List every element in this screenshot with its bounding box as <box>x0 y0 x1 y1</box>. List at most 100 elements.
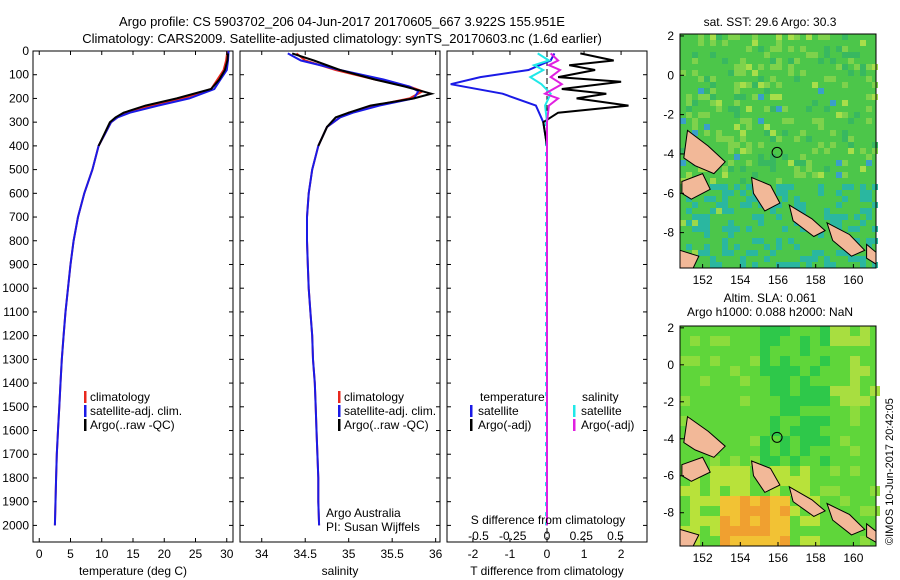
map-cell <box>680 70 686 76</box>
legend-label-climatology: climatology <box>90 390 150 404</box>
map-cell <box>770 64 776 70</box>
map-cell <box>794 34 800 40</box>
map-cell <box>848 136 854 142</box>
map-cell <box>710 496 720 506</box>
map-cell <box>860 64 866 70</box>
map-cell <box>776 178 782 184</box>
map-cell <box>764 124 770 130</box>
map-cell <box>818 58 824 64</box>
sst-map: 152 154 156 158 160 2 0 -2 -4 -6 -8 <box>663 29 878 287</box>
map-cell <box>800 516 810 526</box>
s-diff-tick-label: 0.25 <box>570 529 594 543</box>
map-cell <box>866 238 872 244</box>
map-cell <box>698 76 704 82</box>
salinity-legend: climatology satellite-adj. clim. Argo(..… <box>338 390 436 432</box>
map-cell <box>722 40 728 46</box>
depth-tick-label: 100 <box>9 68 29 82</box>
map-cell <box>740 466 750 476</box>
map-cell <box>752 172 758 178</box>
map-cell <box>870 386 880 396</box>
map-cell <box>692 58 698 64</box>
map-cell <box>710 76 716 82</box>
map-cell <box>758 82 764 88</box>
map-cell <box>740 506 750 516</box>
map-cell <box>806 256 812 262</box>
map-cell <box>866 118 872 124</box>
x-tick-label: 34 <box>255 547 269 561</box>
map-cell <box>800 256 806 262</box>
map-cell <box>806 34 812 40</box>
map-cell <box>788 238 794 244</box>
map-cell <box>740 58 746 64</box>
map-cell <box>770 386 780 396</box>
depth-tick-label: 0 <box>22 44 29 58</box>
map-cell <box>770 208 776 214</box>
map-cell <box>810 386 820 396</box>
map-cell <box>850 386 860 396</box>
map-cell <box>690 356 700 366</box>
credit-line-1: Argo Australia <box>326 506 401 520</box>
legend-swatch-temp-argo <box>470 419 473 431</box>
land-mass <box>788 204 826 238</box>
map-cell <box>752 250 758 256</box>
map-cell <box>686 112 692 118</box>
map-cell <box>692 124 698 130</box>
legend-label-satellite: satellite-adj. clim. <box>344 404 436 418</box>
map-cell <box>730 516 740 526</box>
map-cell <box>872 82 878 88</box>
map-cell <box>860 148 866 154</box>
legend-label-temp-argo: Argo(-adj) <box>478 418 531 432</box>
map-cell <box>800 202 806 208</box>
map-cell <box>770 166 776 172</box>
map-cell <box>800 416 810 426</box>
map-cell <box>782 130 788 136</box>
map-cell <box>698 94 704 100</box>
map-cell <box>734 142 740 148</box>
header-line-2: Climatology: CARS2009. Satellite-adjuste… <box>82 31 602 46</box>
x-tick-label: 34.5 <box>294 547 318 561</box>
map-cell <box>790 476 800 486</box>
map-cell <box>750 496 760 506</box>
map-cell <box>776 106 782 112</box>
map-cell <box>810 536 820 546</box>
map-cell <box>740 256 746 262</box>
sst-map-title: sat. SST: 29.6 Argo: 30.3 <box>704 15 837 29</box>
map-cell <box>728 106 734 112</box>
map-cell <box>770 516 780 526</box>
map-cell <box>752 196 758 202</box>
map-cell <box>686 106 692 112</box>
map-cell <box>800 346 810 356</box>
map-cell <box>806 166 812 172</box>
map-cell <box>842 82 848 88</box>
map-cell <box>690 506 700 516</box>
map-cell <box>854 112 860 118</box>
map-cell <box>824 106 830 112</box>
map-cell <box>746 124 752 130</box>
legend-swatch-temp-satellite <box>470 405 473 417</box>
map-cell <box>740 396 750 406</box>
map-cell <box>824 148 830 154</box>
map-cell <box>854 238 860 244</box>
map-cell <box>818 124 824 130</box>
map-cell <box>860 366 870 376</box>
map-cell <box>720 536 730 546</box>
map-cell <box>770 106 776 112</box>
map-cell <box>680 356 690 366</box>
legend-swatch-argo <box>84 419 87 431</box>
map-cell <box>800 46 806 52</box>
map-cell <box>806 160 812 166</box>
map-cell <box>776 244 782 250</box>
map-cell <box>720 336 730 346</box>
map-cell <box>716 208 722 214</box>
map-cell <box>698 250 704 256</box>
depth-tick-label: 1800 <box>2 471 29 485</box>
map-cell <box>760 346 770 356</box>
map-cell <box>800 476 810 486</box>
map-cell <box>860 220 866 226</box>
depth-tick-label: 200 <box>9 91 29 105</box>
map-cell <box>812 118 818 124</box>
map-cell <box>842 250 848 256</box>
map-cell <box>710 196 716 202</box>
map-cell <box>752 238 758 244</box>
